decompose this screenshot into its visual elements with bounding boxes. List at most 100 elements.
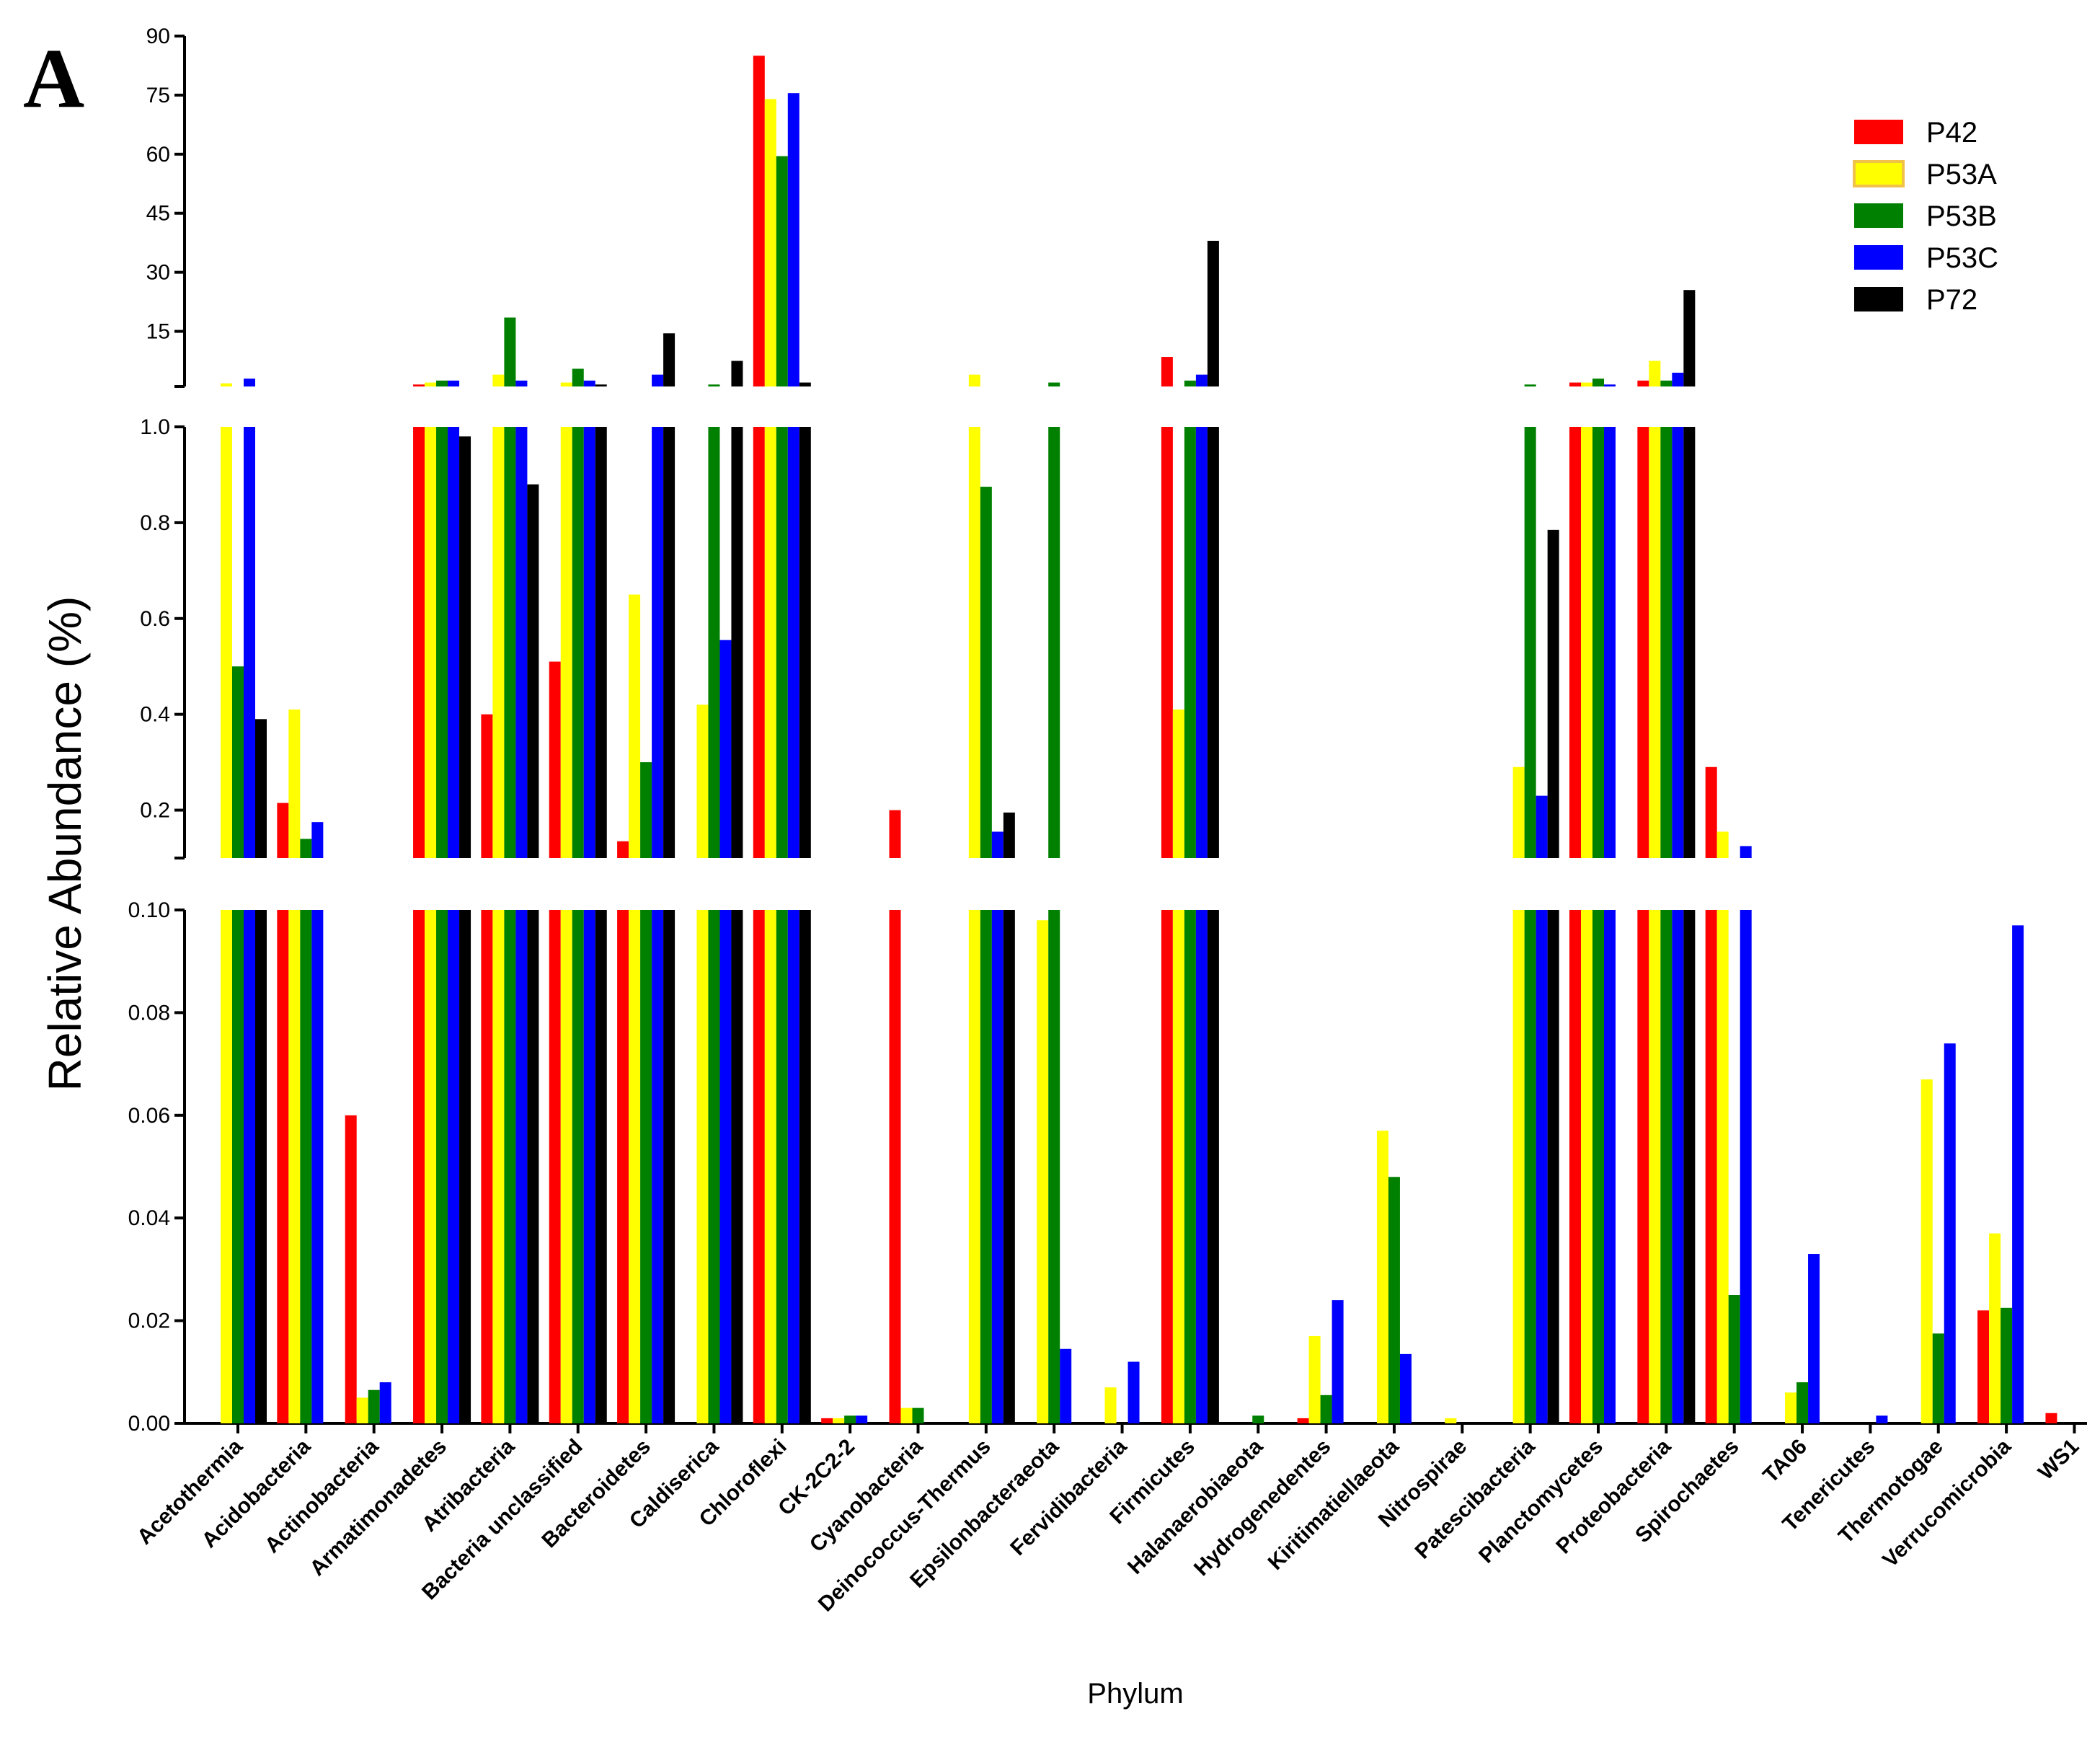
bar-P53B-Acetothermia-lower bbox=[232, 910, 244, 1423]
bar-P53C-Bacteroidetes-upper bbox=[652, 374, 664, 386]
bar-P72-Bacteria-unclassified-upper bbox=[595, 384, 607, 386]
bar-P53B-Caldiserica-middle bbox=[708, 427, 720, 858]
bar-P72-Proteobacteria-middle bbox=[1683, 427, 1696, 858]
bar-P53C-Spirochaetes-middle bbox=[1740, 846, 1752, 858]
bars bbox=[221, 56, 2057, 1423]
bar-P42-Firmicutes-lower bbox=[1161, 910, 1173, 1423]
bar-P53B-Epsilonbacteraeota-upper bbox=[1048, 382, 1060, 386]
bar-P53C-Actinobacteria-lower bbox=[379, 1382, 391, 1423]
bar-P53C-Chloroflexi-middle bbox=[787, 427, 799, 858]
bar-P42-Acidobacteria-middle bbox=[277, 803, 289, 858]
bar-P72-Deinococcus-Thermus-middle bbox=[1003, 812, 1015, 858]
bar-P53C-Acetothermia-lower bbox=[244, 910, 255, 1423]
bar-P53C-Bacteria-unclassified-lower bbox=[583, 910, 595, 1423]
bar-P72-Patescibacteria-lower bbox=[1547, 910, 1559, 1423]
bar-P53A-Spirochaetes-lower bbox=[1716, 910, 1729, 1423]
bar-P72-Firmicutes-upper bbox=[1207, 240, 1219, 386]
bar-P42-Bacteroidetes-middle bbox=[617, 841, 629, 858]
bar-P53C-Planctomycetes-lower bbox=[1604, 910, 1616, 1423]
bar-P53A-Nitrospirae-lower bbox=[1445, 1418, 1457, 1423]
x-tick-label: Planctomycetes bbox=[1474, 1435, 1608, 1568]
bar-P53C-Acidobacteria-lower bbox=[311, 910, 324, 1423]
bar-P72-Atribacteria-lower bbox=[527, 910, 539, 1423]
bar-P53B-Proteobacteria-middle bbox=[1660, 427, 1673, 858]
bar-P53A-Atribacteria-middle bbox=[492, 427, 505, 858]
bar-P53A-Thermotogae-lower bbox=[1920, 1079, 1933, 1423]
bar-P42-CK-2C2-2-lower bbox=[821, 1418, 833, 1423]
y-tick-label: 15 bbox=[146, 320, 170, 344]
bar-P53C-Bacteroidetes-lower bbox=[652, 910, 664, 1423]
legend-swatch-P72 bbox=[1854, 287, 1903, 311]
bar-P42-Verrucomicrobia-lower bbox=[1977, 1310, 1990, 1423]
bar-P53A-Chloroflexi-lower bbox=[764, 910, 776, 1423]
bar-P53A-Bacteria-unclassified-middle bbox=[560, 427, 572, 858]
panel-label: A bbox=[23, 31, 84, 125]
bar-P42-Proteobacteria-middle bbox=[1637, 427, 1649, 858]
bar-P53B-TA06-lower bbox=[1796, 1382, 1809, 1423]
bar-P53A-Patescibacteria-lower bbox=[1512, 910, 1525, 1423]
bar-P53C-Chloroflexi-upper bbox=[787, 93, 799, 386]
bar-P53B-Atribacteria-lower bbox=[504, 910, 516, 1423]
bar-P72-Firmicutes-middle bbox=[1207, 427, 1219, 858]
bar-P53A-Bacteria-unclassified-upper bbox=[560, 382, 572, 386]
y-tick-label: 90 bbox=[146, 25, 170, 48]
bar-P53A-Planctomycetes-middle bbox=[1581, 427, 1592, 858]
legend-label-P53A: P53A bbox=[1926, 159, 1997, 190]
legend-swatch-P53C bbox=[1854, 245, 1903, 270]
bar-P53A-Kiritimatiellaeota-lower bbox=[1376, 1131, 1388, 1423]
bar-P53B-Planctomycetes-middle bbox=[1592, 427, 1604, 858]
bar-P53A-Deinococcus-Thermus-lower bbox=[968, 910, 980, 1423]
bar-P42-Chloroflexi-upper bbox=[753, 56, 765, 386]
bar-P53B-Proteobacteria-upper bbox=[1660, 380, 1673, 386]
bar-P53A-Armatimonadetes-upper bbox=[425, 382, 437, 386]
bar-P42-Chloroflexi-lower bbox=[753, 910, 765, 1423]
bar-P42-Bacteria-unclassified-lower bbox=[549, 910, 561, 1423]
bar-P53A-CK-2C2-2-lower bbox=[833, 1418, 845, 1423]
bar-P53B-Epsilonbacteraeota-middle bbox=[1048, 427, 1060, 858]
bar-P42-Spirochaetes-middle bbox=[1705, 766, 1717, 858]
bar-P53A-TA06-lower bbox=[1785, 1392, 1797, 1423]
bar-P72-Firmicutes-lower bbox=[1207, 910, 1219, 1423]
bar-P72-Patescibacteria-middle bbox=[1547, 529, 1559, 858]
bar-P53A-Bacteroidetes-lower bbox=[629, 910, 641, 1423]
bar-P53B-Verrucomicrobia-lower bbox=[2001, 1307, 2013, 1423]
bar-P53B-Thermotogae-lower bbox=[1932, 1333, 1944, 1423]
y-tick-label: 0.08 bbox=[128, 1001, 170, 1025]
bar-P53C-Caldiserica-lower bbox=[719, 910, 732, 1423]
bar-P42-Hydrogenedentes-lower bbox=[1297, 1418, 1309, 1423]
bar-P72-Proteobacteria-lower bbox=[1683, 910, 1696, 1423]
bar-P53B-Planctomycetes-lower bbox=[1592, 910, 1604, 1423]
bar-P53A-Cyanobacteria-lower bbox=[900, 1407, 913, 1423]
y-tick-label: 0.6 bbox=[140, 607, 170, 631]
bar-P72-Deinococcus-Thermus-lower bbox=[1003, 910, 1015, 1423]
bar-P53B-Patescibacteria-middle bbox=[1524, 427, 1536, 858]
bar-P53A-Armatimonadetes-lower bbox=[425, 910, 437, 1423]
bar-P53C-TA06-lower bbox=[1808, 1254, 1820, 1423]
bar-P53A-Caldiserica-lower bbox=[696, 910, 709, 1423]
y-tick-label: 1.0 bbox=[140, 415, 170, 439]
bar-P53B-Bacteroidetes-middle bbox=[640, 762, 652, 858]
bar-P42-Armatimonadetes-upper bbox=[413, 384, 425, 386]
bar-P53C-Verrucomicrobia-lower bbox=[2012, 925, 2024, 1423]
bar-P53C-Thermotogae-lower bbox=[1944, 1043, 1956, 1423]
bar-P53C-Armatimonadetes-lower bbox=[448, 910, 460, 1423]
bar-P53A-Chloroflexi-middle bbox=[764, 427, 776, 858]
bar-P42-Firmicutes-upper bbox=[1161, 357, 1173, 386]
bar-P53C-Firmicutes-lower bbox=[1195, 910, 1208, 1423]
bar-P72-Bacteroidetes-lower bbox=[663, 910, 675, 1423]
bar-P72-Chloroflexi-middle bbox=[799, 427, 811, 858]
x-tick-label: Fervidibacteria bbox=[1006, 1434, 1131, 1560]
bar-P53C-Bacteria-unclassified-upper bbox=[583, 380, 595, 386]
bar-P53A-Firmicutes-lower bbox=[1172, 910, 1184, 1423]
bar-P53C-Atribacteria-middle bbox=[515, 427, 528, 858]
bar-P42-Atribacteria-lower bbox=[481, 910, 493, 1423]
bar-P53A-Fervidibacteria-lower bbox=[1104, 1387, 1117, 1423]
bar-P53C-Proteobacteria-middle bbox=[1672, 427, 1684, 858]
bar-P53B-Actinobacteria-lower bbox=[368, 1389, 380, 1423]
bar-P53C-Deinococcus-Thermus-lower bbox=[991, 910, 1004, 1423]
bar-P53B-Proteobacteria-lower bbox=[1660, 910, 1673, 1423]
bar-P53A-Spirochaetes-middle bbox=[1716, 831, 1729, 858]
bar-P42-Armatimonadetes-middle bbox=[413, 427, 425, 858]
bar-P53B-Planctomycetes-upper bbox=[1592, 379, 1604, 386]
x-tick-label: TA06 bbox=[1758, 1435, 1812, 1488]
